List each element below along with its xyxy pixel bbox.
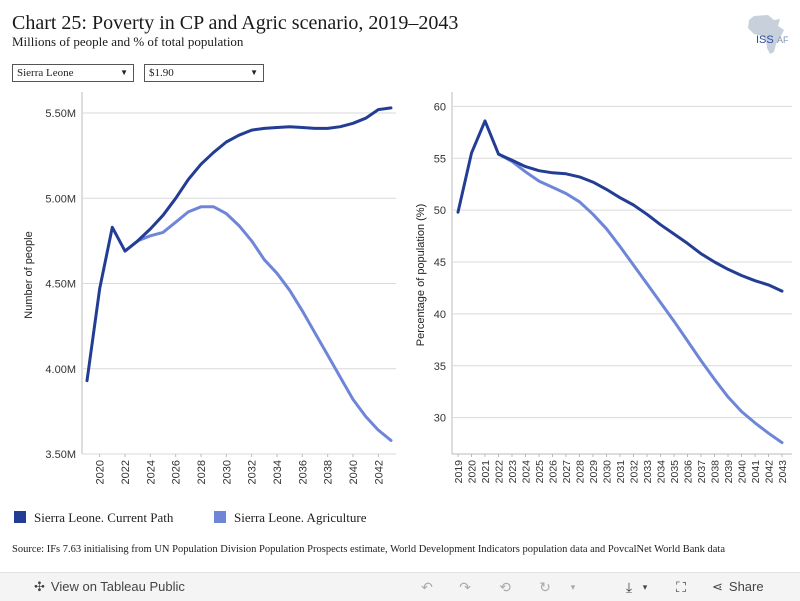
- x-tick-label: 2020: [467, 460, 479, 484]
- series-line-agriculture[interactable]: [497, 152, 784, 445]
- x-tick-label: 2019: [453, 460, 465, 484]
- y-tick-label: 40: [434, 309, 446, 321]
- chevron-down-icon[interactable]: ▾: [642, 582, 648, 592]
- tableau-footer: ✣ View on Tableau Public ↶ ↷ ⟲ ↻ ▾ ⤓ ▾ ⛶ …: [0, 572, 800, 601]
- fullscreen-icon[interactable]: ⛶: [676, 579, 686, 595]
- tableau-icon: ✣: [34, 579, 45, 594]
- x-tick-label: 2043: [777, 460, 789, 484]
- x-tick-label: 2040: [737, 460, 749, 484]
- threshold-dropdown-value: $1.90: [149, 67, 174, 79]
- x-tick-label: 2026: [171, 460, 183, 484]
- revert-icon[interactable]: ⟲: [499, 579, 511, 595]
- y-tick-label: 55: [434, 153, 446, 165]
- legend-swatch-agriculture: [214, 511, 226, 523]
- x-tick-label: 2036: [297, 460, 309, 484]
- x-tick-label: 2029: [588, 460, 600, 484]
- y-tick-label: 4.00M: [45, 364, 76, 376]
- redo-icon[interactable]: ↷: [459, 579, 471, 595]
- x-tick-label: 2035: [669, 460, 681, 484]
- x-tick-label: 2034: [656, 460, 668, 484]
- chevron-down-icon[interactable]: ▾: [570, 582, 576, 592]
- x-tick-label: 2034: [272, 460, 284, 484]
- country-dropdown-value: Sierra Leone: [17, 67, 74, 79]
- series-line-agriculture[interactable]: [123, 205, 393, 442]
- x-tick-label: 2037: [696, 460, 708, 484]
- x-tick-label: 2028: [575, 460, 587, 484]
- x-tick-label: 2033: [642, 460, 654, 484]
- view-on-tableau-button[interactable]: ✣ View on Tableau Public: [34, 573, 185, 601]
- share-icon: ⋖: [712, 579, 723, 594]
- legend-label-agriculture: Sierra Leone. Agriculture: [234, 510, 367, 525]
- x-tick-label: 2027: [561, 460, 573, 484]
- refresh-icon[interactable]: ↻: [539, 579, 551, 595]
- x-tick-label: 2042: [373, 460, 385, 484]
- x-tick-label: 2028: [196, 460, 208, 484]
- y-tick-label: 5.00M: [45, 193, 76, 205]
- y-tick-label: 50: [434, 205, 446, 217]
- x-tick-label: 2041: [750, 460, 762, 484]
- x-tick-label: 2030: [221, 460, 233, 484]
- chart-title: Chart 25: Poverty in CP and Agric scenar…: [12, 12, 459, 34]
- x-tick-label: 2036: [683, 460, 695, 484]
- x-tick-label: 2026: [548, 460, 560, 484]
- x-tick-label: 2022: [494, 460, 506, 484]
- y-axis-title: Number of people: [23, 231, 35, 318]
- x-tick-label: 2032: [629, 460, 641, 484]
- x-tick-label: 2030: [602, 460, 614, 484]
- legend-item-agriculture[interactable]: Sierra Leone. Agriculture: [214, 510, 366, 526]
- y-tick-label: 35: [434, 361, 446, 373]
- y-tick-label: 60: [434, 101, 446, 113]
- threshold-dropdown[interactable]: $1.90 ▼: [144, 64, 264, 82]
- source-note: Source: IFs 7.63 initialising from UN Po…: [12, 544, 725, 555]
- legend-item-current-path[interactable]: Sierra Leone. Current Path: [14, 510, 173, 526]
- chevron-down-icon: ▼: [250, 68, 258, 77]
- y-tick-label: 30: [434, 413, 446, 425]
- share-button[interactable]: ⋖ Share: [712, 573, 764, 601]
- issafrica-logo: ISS AF: [748, 15, 789, 54]
- share-label: Share: [728, 579, 764, 594]
- x-tick-label: 2024: [521, 460, 533, 484]
- x-tick-label: 2040: [348, 460, 360, 484]
- series-line-current-path[interactable]: [85, 106, 393, 383]
- x-tick-label: 2021: [480, 460, 492, 484]
- y-tick-label: 3.50M: [45, 449, 76, 461]
- x-tick-label: 2038: [323, 460, 335, 484]
- logo-text-af: AF: [777, 35, 789, 45]
- x-tick-label: 2032: [247, 460, 259, 484]
- x-tick-label: 2020: [95, 460, 107, 484]
- download-icon[interactable]: ⤓: [625, 579, 633, 595]
- chart-subtitle: Millions of people and % of total popula…: [12, 34, 244, 49]
- legend-label-current-path: Sierra Leone. Current Path: [34, 510, 174, 525]
- x-tick-label: 2042: [764, 460, 776, 484]
- x-tick-label: 2039: [723, 460, 735, 484]
- legend-swatch-current-path: [14, 511, 26, 523]
- country-dropdown[interactable]: Sierra Leone ▼: [12, 64, 134, 82]
- view-on-tableau-label: View on Tableau Public: [50, 579, 185, 594]
- x-tick-label: 2023: [507, 460, 519, 484]
- x-tick-label: 2031: [615, 460, 627, 484]
- y-tick-label: 5.50M: [45, 108, 76, 120]
- x-tick-label: 2025: [534, 460, 546, 484]
- series-line-current-path[interactable]: [456, 119, 784, 293]
- y-tick-label: 4.50M: [45, 279, 76, 291]
- x-tick-label: 2022: [120, 460, 132, 484]
- y-axis-title: Percentage of population (%): [415, 204, 427, 346]
- chevron-down-icon: ▼: [120, 68, 128, 77]
- undo-icon[interactable]: ↶: [421, 579, 433, 595]
- people-chart[interactable]: 3.50M 4.00M 4.50M 5.00M 5.50M 2020 2022 2024 202…: [10, 92, 400, 502]
- logo-text: ISS: [756, 34, 774, 46]
- x-tick-label: 2038: [710, 460, 722, 484]
- y-tick-label: 45: [434, 257, 446, 269]
- x-tick-label: 2024: [145, 460, 157, 484]
